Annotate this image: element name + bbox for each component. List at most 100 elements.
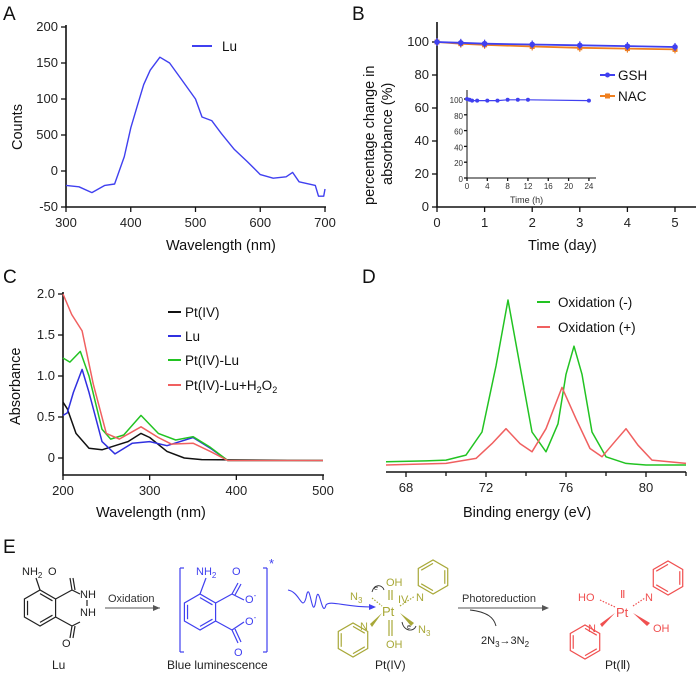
x-b-inset-tick-label: 24 bbox=[584, 182, 593, 191]
bond bbox=[231, 629, 239, 644]
x-a-tick-label: 700 bbox=[314, 215, 336, 230]
atom-o-top: O bbox=[48, 566, 57, 578]
axes-b-inset bbox=[466, 90, 596, 179]
legend-label-nac: NAC bbox=[618, 89, 647, 104]
x-b-tick-label: 1 bbox=[481, 215, 488, 230]
atom-o-blue-2: O bbox=[234, 647, 243, 659]
legend-marker-nac bbox=[605, 93, 610, 99]
bond bbox=[234, 583, 242, 596]
atom-n3-right: N3 bbox=[418, 624, 431, 638]
y-b-tick-label: 100 bbox=[407, 34, 429, 49]
atom-o-blue-1: O bbox=[232, 566, 241, 578]
ylabel-b-line1: percentage change in bbox=[362, 66, 378, 205]
data-point-gsh bbox=[434, 39, 440, 45]
legend-label-oxidation-minus: Oxidation (-) bbox=[558, 295, 632, 310]
xlabel-d: Binding energy (eV) bbox=[463, 505, 591, 521]
benzene-ring-double-bond bbox=[39, 614, 53, 623]
data-point-gsh bbox=[481, 40, 488, 47]
y-c-tick-label: 0.5 bbox=[37, 409, 55, 424]
series-line-lu bbox=[65, 56, 326, 197]
y-b-tick-label: 20 bbox=[415, 166, 429, 181]
series-line-lu bbox=[62, 368, 323, 462]
data-point-gsh bbox=[624, 43, 631, 49]
y-a-tick-label: -50 bbox=[39, 199, 58, 214]
xlabel-b-inset: Time (h) bbox=[510, 195, 543, 205]
pyridine-ring-3-double-bond bbox=[655, 563, 669, 572]
bond bbox=[55, 616, 73, 627]
atom-oh-top: OH bbox=[386, 577, 403, 589]
atom-ho: HO bbox=[578, 592, 595, 604]
bond bbox=[72, 577, 76, 591]
data-point-gsh bbox=[577, 42, 583, 49]
x-b-inset-tick-label: 20 bbox=[564, 182, 573, 191]
energy-transfer-squiggle bbox=[287, 589, 373, 609]
atom-nh-2: NH bbox=[80, 607, 96, 619]
azide-to-nitrogen-equation: 2N3→3N2 bbox=[481, 635, 530, 649]
reaction-scheme: NH2 O NH NH O Lu Oxidation NH2 O O- O- O… bbox=[22, 556, 684, 672]
x-d-tick-label: 68 bbox=[399, 480, 413, 495]
x-b-inset-tick-label: 8 bbox=[505, 182, 510, 191]
ptii-complex-structure bbox=[569, 560, 684, 660]
label-lu: Lu bbox=[52, 658, 65, 672]
hashed-bond bbox=[599, 599, 616, 608]
excited-aminophthalate-structure bbox=[179, 567, 268, 653]
bond bbox=[72, 625, 76, 639]
hashed-bond bbox=[371, 597, 383, 607]
y-a-tick-label: 100 bbox=[36, 91, 58, 106]
y-a-tick-label: 0 bbox=[51, 163, 58, 178]
atom-o-bottom: O bbox=[62, 638, 71, 650]
legend-label-ptiv-lu: Pt(IV)-Lu bbox=[185, 353, 239, 368]
y-c-tick-label: 1.0 bbox=[37, 368, 55, 383]
hashed-bond bbox=[632, 597, 646, 607]
ylabel-a: Counts bbox=[10, 104, 26, 150]
atom-ominus-blue-2: O- bbox=[245, 613, 257, 628]
luminol-structure bbox=[23, 577, 88, 639]
atom-n-pyridine-1: N bbox=[416, 592, 424, 604]
wedge-bond bbox=[600, 613, 615, 627]
legend-label-lu: Lu bbox=[185, 329, 200, 344]
oxidation-state-iv: IV bbox=[398, 594, 409, 606]
y-b-tick-label: 80 bbox=[415, 67, 429, 82]
electron-curved-arrow bbox=[401, 621, 417, 631]
y-c-tick-label: 0 bbox=[48, 450, 55, 465]
oxidation-label: Oxidation bbox=[108, 593, 154, 605]
pyridine-ring-1-double-bond bbox=[420, 562, 434, 571]
oxidation-arrowhead-icon bbox=[153, 605, 160, 611]
inset-data-point bbox=[495, 98, 500, 103]
atom-n-pyridine-3: N bbox=[645, 592, 653, 604]
y-b-inset-tick-label: 20 bbox=[454, 159, 463, 168]
x-c-tick-label: 300 bbox=[139, 483, 161, 498]
data-point-gsh bbox=[458, 40, 464, 46]
pyridine-ring-1 bbox=[417, 559, 449, 595]
x-a-tick-label: 500 bbox=[185, 215, 207, 230]
x-a-tick-label: 600 bbox=[249, 215, 271, 230]
series-line-pt-iv-lu-h2o2 bbox=[62, 293, 323, 462]
bond bbox=[199, 577, 207, 595]
atom-pt-ii: Pt bbox=[616, 605, 629, 620]
pyridine-ring-3 bbox=[652, 560, 684, 596]
bond bbox=[71, 589, 81, 595]
benzene-ring-double-bond bbox=[199, 597, 213, 606]
benzene-ring-double-bond bbox=[199, 618, 213, 627]
bond bbox=[231, 593, 245, 601]
pyridine-ring-4-double-bond bbox=[584, 627, 598, 636]
ylabel-b-line2: absorbance (%) bbox=[380, 83, 396, 185]
atom-oh: OH bbox=[653, 623, 670, 635]
panel-label-b: B bbox=[352, 4, 365, 25]
panel-label-e: E bbox=[3, 537, 16, 558]
series-line-oxidation-plus bbox=[385, 386, 687, 466]
legend-marker-gsh bbox=[605, 72, 610, 78]
y-b-inset-tick-label: 60 bbox=[454, 128, 463, 137]
y-c-tick-label: 2.0 bbox=[37, 286, 55, 301]
label-ptiv: Pt(IV) bbox=[375, 658, 406, 672]
ylabel-c: Absorbance bbox=[8, 348, 24, 425]
y-c-tick-label: 1.5 bbox=[37, 327, 55, 342]
excited-state-star: * bbox=[269, 556, 274, 571]
bond bbox=[69, 577, 73, 591]
x-b-tick-label: 0 bbox=[433, 215, 440, 230]
inset-data-point bbox=[505, 97, 510, 102]
benzene-ring-double-bond bbox=[39, 593, 53, 602]
legend-label-oxidation-plus: Oxidation (+) bbox=[558, 320, 636, 335]
y-a-tick-label: 200 bbox=[36, 19, 58, 34]
